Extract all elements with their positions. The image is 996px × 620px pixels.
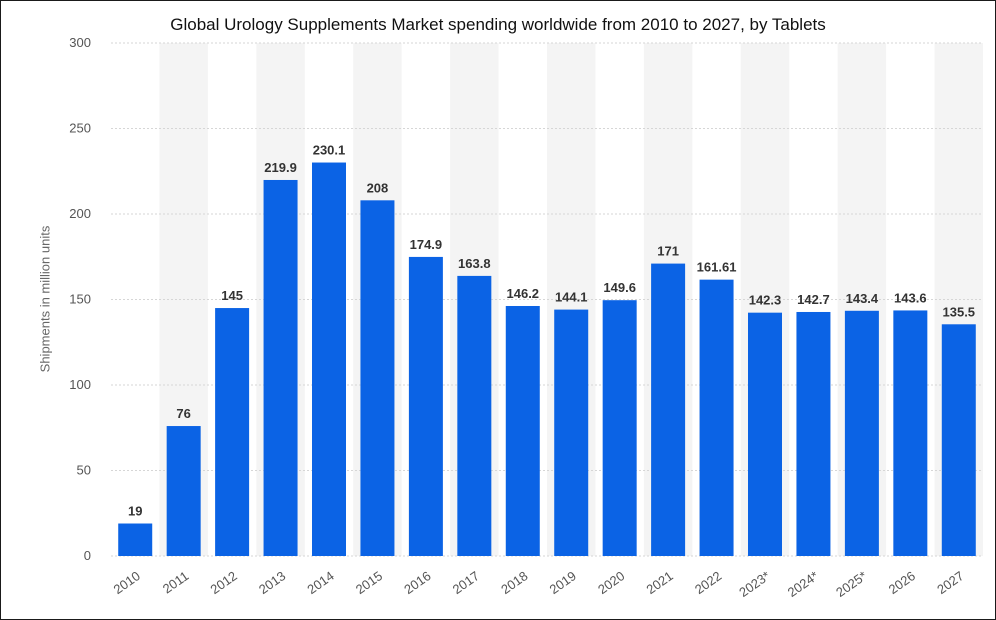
x-tick-label: 2022 bbox=[692, 568, 724, 597]
x-tick-label: 2025* bbox=[833, 568, 869, 600]
y-tick-label: 0 bbox=[84, 548, 91, 563]
bar-value-label: 135.5 bbox=[943, 304, 976, 319]
bar-value-label: 145 bbox=[221, 288, 243, 303]
x-tick-label: 2016 bbox=[401, 568, 433, 597]
y-tick-label: 250 bbox=[69, 121, 91, 136]
bar-value-label: 230.1 bbox=[313, 143, 346, 158]
bar-2023-est[interactable] bbox=[748, 312, 782, 556]
bar-2012[interactable] bbox=[215, 308, 250, 556]
bar-2021[interactable] bbox=[651, 263, 686, 556]
x-tick-label: 2023* bbox=[736, 568, 772, 600]
x-tick-label: 2014 bbox=[304, 568, 336, 597]
bar-value-label: 219.9 bbox=[264, 160, 297, 175]
bar-value-label: 143.6 bbox=[894, 290, 927, 305]
bar-2011[interactable] bbox=[166, 426, 201, 556]
bar-value-label: 174.9 bbox=[410, 237, 443, 252]
bar-value-label: 149.6 bbox=[603, 280, 636, 295]
y-tick-label: 300 bbox=[69, 35, 91, 50]
bar-2025-est[interactable] bbox=[844, 310, 879, 556]
bar-value-label: 208 bbox=[367, 180, 389, 195]
x-tick-label: 2013 bbox=[256, 568, 288, 597]
y-tick-label: 200 bbox=[69, 206, 91, 221]
x-tick-label: 2021 bbox=[644, 568, 676, 597]
bar-2026[interactable] bbox=[893, 310, 928, 556]
bar-2020[interactable] bbox=[602, 300, 637, 556]
bar-2015[interactable] bbox=[360, 200, 395, 556]
x-tick-label: 2010 bbox=[111, 568, 143, 597]
bar-value-label: 142.7 bbox=[797, 292, 830, 307]
bar-2016[interactable] bbox=[408, 256, 443, 556]
bar-2014[interactable] bbox=[312, 162, 346, 557]
bar-2018[interactable] bbox=[505, 305, 540, 556]
bar-value-label: 144.1 bbox=[555, 290, 588, 305]
bar-value-label: 76 bbox=[176, 406, 190, 421]
x-tick-label: 2012 bbox=[208, 568, 240, 597]
bar-2019[interactable] bbox=[554, 309, 589, 556]
bar-value-label: 142.3 bbox=[749, 293, 782, 308]
bar-value-label: 19 bbox=[128, 504, 142, 519]
bar-2027[interactable] bbox=[941, 324, 976, 556]
x-tick-label: 2024* bbox=[785, 568, 821, 600]
bar-value-label: 161.61 bbox=[697, 260, 737, 275]
bar-value-label: 163.8 bbox=[458, 256, 491, 271]
x-tick-label: 2027 bbox=[934, 568, 966, 597]
x-tick-label: 2015 bbox=[353, 568, 385, 597]
y-tick-label: 50 bbox=[77, 463, 91, 478]
x-tick-label: 2026 bbox=[886, 568, 918, 597]
x-tick-label: 2020 bbox=[595, 568, 627, 597]
chart-title: Global Urology Supplements Market spendi… bbox=[170, 15, 826, 34]
bar-2010[interactable] bbox=[118, 523, 153, 556]
x-tick-label: 2011 bbox=[160, 568, 192, 596]
bar-2022[interactable] bbox=[699, 279, 734, 556]
x-tick-label: 2018 bbox=[498, 568, 530, 597]
y-tick-label: 150 bbox=[69, 292, 91, 307]
y-tick-label: 100 bbox=[69, 377, 91, 392]
bar-2017[interactable] bbox=[457, 275, 492, 556]
x-tick-label: 2019 bbox=[547, 568, 579, 597]
bar-value-label: 171 bbox=[657, 244, 679, 259]
x-tick-label: 2017 bbox=[450, 568, 482, 597]
bar-value-label: 146.2 bbox=[507, 286, 540, 301]
bar-2024-est[interactable] bbox=[796, 311, 831, 556]
bar-2013[interactable] bbox=[263, 179, 298, 556]
bar-value-label: 143.4 bbox=[846, 291, 879, 306]
